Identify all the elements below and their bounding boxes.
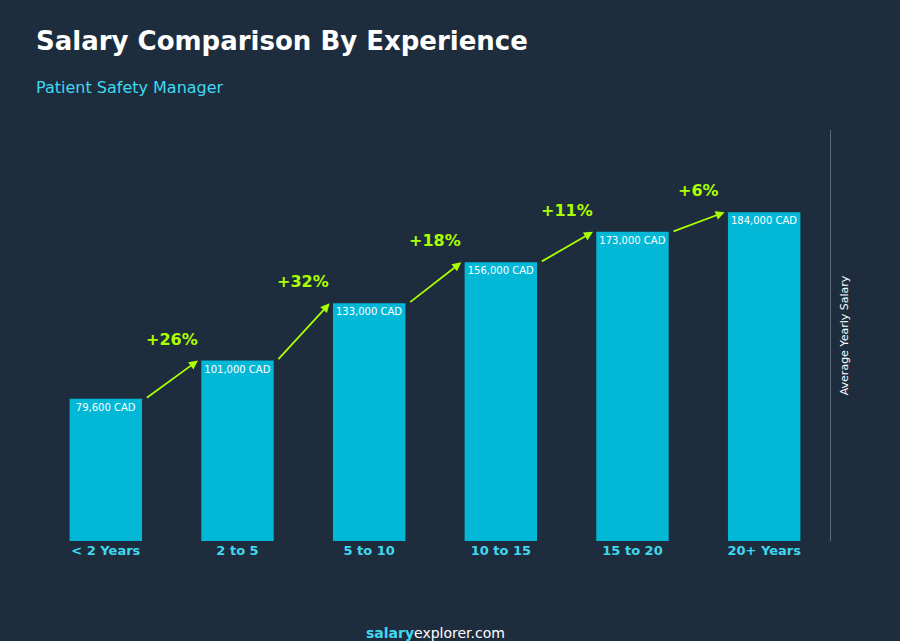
svg-text:184,000 CAD: 184,000 CAD bbox=[731, 215, 797, 226]
svg-text:10 to 15: 10 to 15 bbox=[471, 543, 531, 558]
svg-text:15 to 20: 15 to 20 bbox=[602, 543, 662, 558]
svg-text:salaryexplorer.com: salaryexplorer.com bbox=[366, 625, 505, 641]
svg-text:Salary Comparison By Experienc: Salary Comparison By Experience bbox=[36, 26, 528, 56]
svg-text:Patient Safety Manager: Patient Safety Manager bbox=[36, 78, 224, 97]
svg-text:Average Yearly Salary: Average Yearly Salary bbox=[838, 275, 851, 395]
svg-text:+26%: +26% bbox=[146, 330, 198, 349]
svg-text:5 to 10: 5 to 10 bbox=[343, 543, 394, 558]
svg-text:156,000 CAD: 156,000 CAD bbox=[468, 265, 534, 276]
svg-text:+6%: +6% bbox=[678, 181, 719, 200]
svg-text:20+ Years: 20+ Years bbox=[727, 543, 801, 558]
svg-text:+18%: +18% bbox=[409, 231, 461, 250]
svg-text:+11%: +11% bbox=[541, 201, 593, 220]
svg-text:79,600 CAD: 79,600 CAD bbox=[76, 402, 136, 413]
svg-text:+32%: +32% bbox=[277, 272, 329, 291]
svg-text:173,000 CAD: 173,000 CAD bbox=[599, 235, 665, 246]
svg-text:101,000 CAD: 101,000 CAD bbox=[204, 364, 270, 375]
svg-text:< 2 Years: < 2 Years bbox=[71, 543, 140, 558]
svg-text:133,000 CAD: 133,000 CAD bbox=[336, 306, 402, 317]
svg-text:2 to 5: 2 to 5 bbox=[216, 543, 258, 558]
